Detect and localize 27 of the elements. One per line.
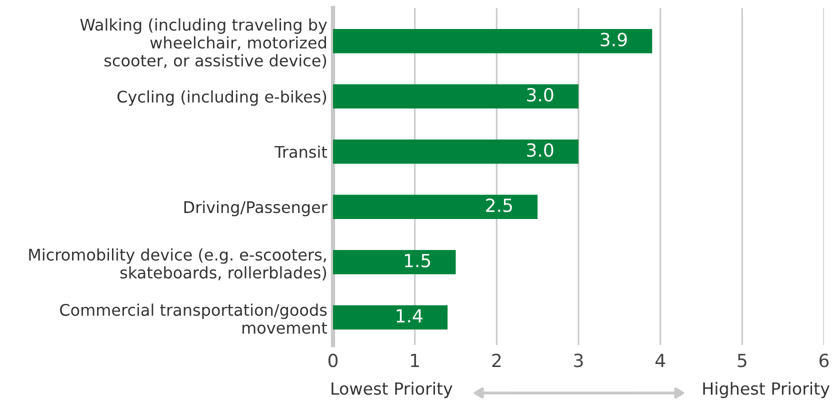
- data-label: 3.9: [600, 32, 627, 46]
- y-tick-label: Driving/Passenger: [184, 200, 328, 216]
- bar: [333, 139, 578, 164]
- y-tick-label: Walking (including traveling by wheelchair, motorized scooter, or assistive device): [80, 18, 327, 68]
- bar: [333, 28, 652, 54]
- x-tick-label: 6: [820, 354, 829, 368]
- x-tick-label: 4: [655, 354, 666, 368]
- y-tick-label: Transit: [274, 146, 328, 158]
- y-tick-label: Commercial transportation/goods movement: [60, 304, 328, 334]
- text: Highest Priority: [703, 382, 830, 398]
- data-label: 2.5: [486, 198, 512, 212]
- y-tick-label: Micromobility device (e.g. e-scooters, skateboards, rollerblades): [29, 248, 326, 280]
- bar: [333, 84, 578, 109]
- x-tick-label: 3: [574, 354, 583, 368]
- y-tick-label: Cycling (including e-bikes): [117, 90, 326, 106]
- data-label: 1.4: [396, 309, 422, 322]
- x-tick-label: 5: [738, 354, 746, 368]
- data-label: 3.0: [527, 88, 554, 102]
- x-tick-label: 1: [411, 354, 419, 368]
- bar: [333, 250, 456, 274]
- x-tick-label: 0: [328, 354, 338, 368]
- text: Lowest Priority: [332, 382, 452, 398]
- x-tick-label: 2: [492, 354, 501, 368]
- data-label: 1.5: [404, 254, 430, 268]
- bar: [333, 305, 448, 330]
- data-label: 3.0: [527, 143, 554, 157]
- bar: [333, 194, 538, 220]
